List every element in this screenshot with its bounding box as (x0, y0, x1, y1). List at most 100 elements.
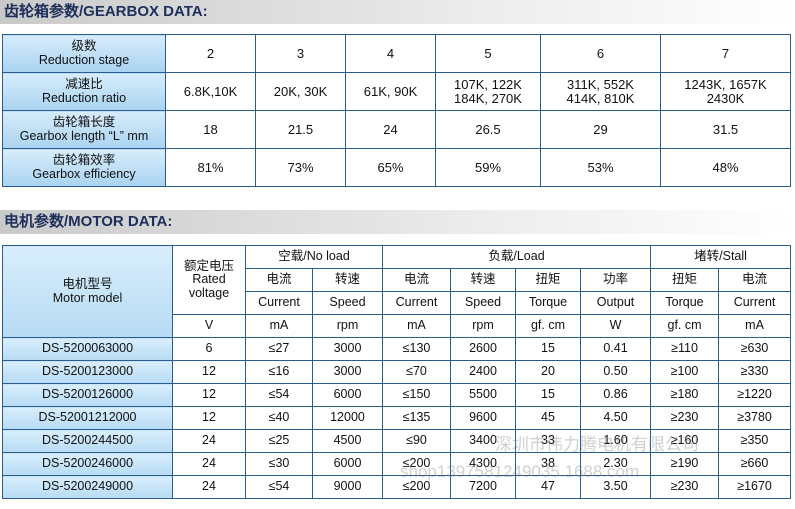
unit: gf. cm (650, 314, 720, 338)
label-en: Motor model (52, 290, 123, 305)
model: DS-5200246000 (2, 452, 173, 476)
cell: 24 (172, 452, 246, 476)
cell: ≥350 (718, 429, 792, 453)
row: 减速比 Reduction ratio 6.8K,10K 20K, 30K 61K, 9… (2, 72, 791, 111)
unit: gf. cm (515, 314, 581, 338)
cell: ≤90 (382, 429, 451, 453)
cell: 61K, 90K (345, 72, 436, 111)
label-en: Rated voltage (188, 272, 230, 300)
column-header: 电流 (382, 268, 451, 292)
label-cn: 齿轮箱长度 (52, 115, 116, 130)
cell: ≤25 (245, 429, 313, 453)
row: DS-5200063000 6 ≤27 3000 ≤130 2600 15 0.41 ≥110 ≥… (2, 337, 792, 361)
model: DS-5200063000 (2, 337, 173, 361)
model-header: 电机型号 Motor model (2, 245, 173, 338)
row: DS-5200126000 12 ≤54 6000 ≤150 5500 15 0.86 ≥180… (2, 383, 792, 407)
cell: 6000 (312, 452, 383, 476)
gearbox-table: 级数 Reduction stage 2 3 4 5 6 7 减速比 Reduction rati… (2, 34, 791, 187)
row: DS-5200246000 24 ≤30 6000 ≤200 4300 38 2.30 ≥190… (2, 452, 792, 476)
cell: 21.5 (255, 110, 346, 149)
cell: ≥3780 (718, 406, 792, 430)
watermark: 深圳市伟力腾电机有限公司 (495, 435, 699, 454)
cell: ≥330 (718, 360, 792, 384)
cell: 2600 (450, 337, 516, 361)
row: 齿轮箱效率 Gearbox efficiency 81% 73% 65% 59% 53% 48… (2, 148, 791, 187)
cell: 3.50 (579, 475, 652, 499)
column-header: 电流 (245, 268, 313, 292)
cell: ≥630 (718, 337, 792, 361)
cell: 38 (515, 452, 581, 476)
unit: rpm (450, 314, 516, 338)
cell: 12 (172, 360, 246, 384)
cell: 0.50 (579, 360, 652, 384)
model: DS-5200249000 (2, 475, 173, 499)
cell: 2 (165, 34, 256, 73)
cell: 15 (515, 337, 581, 361)
cell: 24 (345, 110, 436, 149)
cell: 4 (345, 34, 436, 73)
cell: ≥230 (650, 475, 720, 499)
header-row: 电流 转速 电流 转速 扭矩 功率 扭矩 电流 (3, 268, 792, 292)
model: DS-5200244500 (2, 429, 173, 453)
row-label: 齿轮箱效率 Gearbox efficiency (2, 148, 166, 187)
unit: rpm (312, 314, 383, 338)
cell: ≤27 (245, 337, 313, 361)
motor-title: 电机参数/MOTOR DATA: (0, 210, 795, 234)
row: DS-5200123000 12 ≤16 3000 ≤70 2400 20 0.50 ≥100 ≥… (2, 360, 792, 384)
unit: V (172, 314, 246, 338)
cell: 9600 (450, 406, 516, 430)
label-cn: 额定电压 (183, 259, 234, 274)
label-en: Reduction stage (38, 52, 130, 67)
unit: mA (245, 314, 313, 338)
label-cn: 级数 (71, 39, 97, 54)
cell: 3000 (312, 337, 383, 361)
row-label: 齿轮箱长度 Gearbox length “L” mm (2, 110, 166, 149)
label-cn: 电机型号 (62, 277, 113, 292)
label-cn: 齿轮箱效率 (52, 153, 116, 168)
cell: 12000 (312, 406, 383, 430)
column-header: 扭矩 (515, 268, 581, 292)
cell: ≥110 (650, 337, 720, 361)
cell: 0.86 (579, 383, 652, 407)
cell: 7 (660, 34, 791, 73)
cell: 5500 (450, 383, 516, 407)
cell: ≥160 (650, 429, 720, 453)
cell: 9000 (312, 475, 383, 499)
cell: ≤54 (245, 475, 313, 499)
cell: 15 (515, 383, 581, 407)
cell: ≤40 (245, 406, 313, 430)
column-header: Current (382, 291, 451, 315)
model: DS-52001212000 (2, 406, 173, 430)
cell: 20K, 30K (255, 72, 346, 111)
cell: 81% (165, 148, 256, 187)
row-label: 减速比 Reduction ratio (2, 72, 166, 111)
cell: ≥100 (650, 360, 720, 384)
unit: W (579, 314, 652, 338)
cell: ≥660 (718, 452, 792, 476)
cell: 107K, 122K 184K, 270K (435, 72, 541, 111)
cell: ≤54 (245, 383, 313, 407)
cell: 26.5 (435, 110, 541, 149)
cell: 24 (172, 475, 246, 499)
cell: 0.41 (579, 337, 652, 361)
cell: 2.30 (579, 452, 652, 476)
cell: 4500 (312, 429, 383, 453)
cell: ≥1670 (718, 475, 792, 499)
cell: 6000 (312, 383, 383, 407)
cell: 53% (540, 148, 661, 187)
cell: ≤135 (382, 406, 451, 430)
cell: 18 (165, 110, 256, 149)
column-header: Torque (515, 291, 581, 315)
column-header: 电流 (718, 268, 792, 292)
cell: 6 (172, 337, 246, 361)
column-header: Output (579, 291, 652, 315)
column-header: Current (245, 291, 313, 315)
cell: ≤30 (245, 452, 313, 476)
cell: 47 (515, 475, 581, 499)
cell: 6.8K,10K (165, 72, 256, 111)
cell: 31.5 (660, 110, 791, 149)
group-header: 负载/Load (381, 245, 652, 269)
cell: ≤16 (245, 360, 313, 384)
header-row: 电机型号 Motor model 额定电压 Rated voltage 空载/No lo… (2, 245, 792, 338)
